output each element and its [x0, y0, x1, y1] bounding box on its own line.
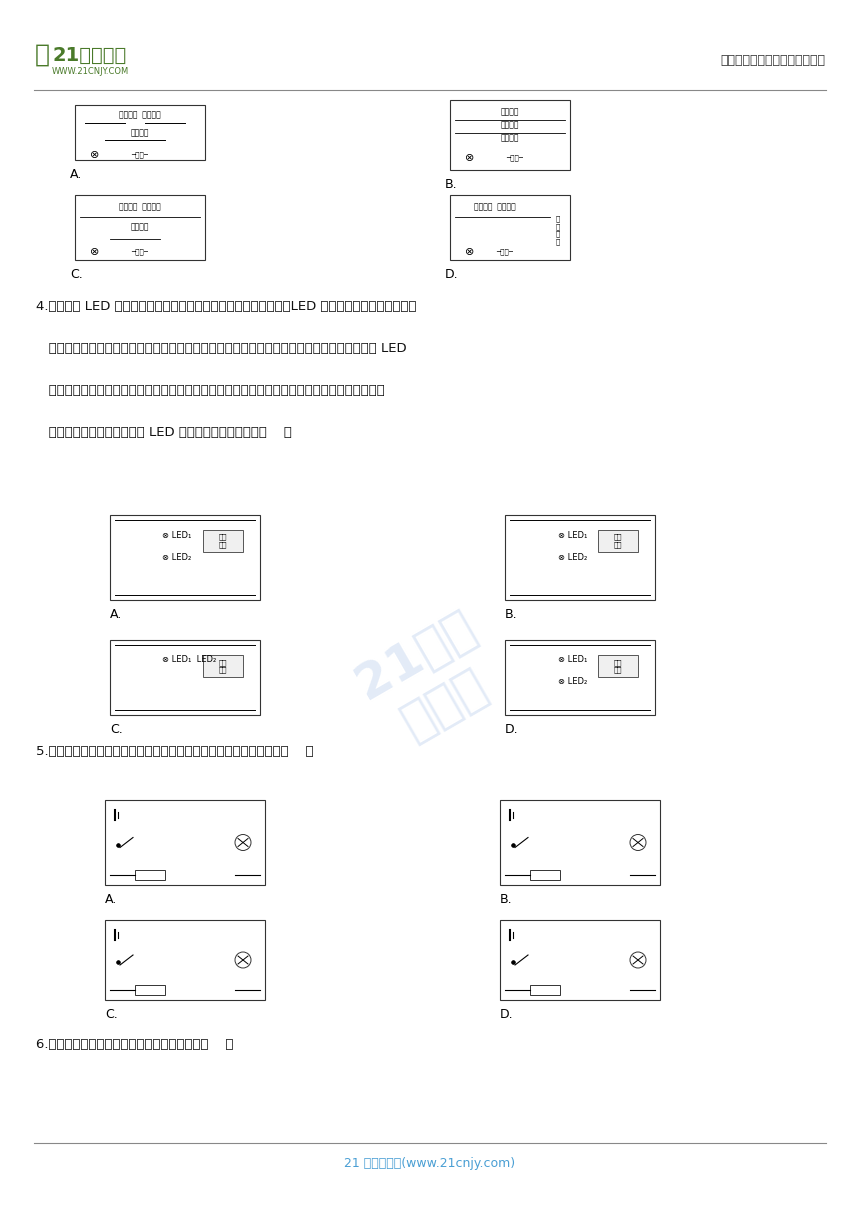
- Bar: [135, 985, 165, 995]
- Text: ⊗: ⊗: [465, 247, 475, 257]
- Bar: [105, 921, 265, 1000]
- Text: 触摸
开关: 触摸 开关: [614, 659, 623, 674]
- Text: ⊗ LED₁: ⊗ LED₁: [557, 655, 587, 664]
- Text: ⊗ LED₁  LED₂: ⊗ LED₁ LED₂: [163, 655, 217, 664]
- Text: 手动开关: 手动开关: [501, 134, 519, 142]
- Text: ⊗ LED₁: ⊗ LED₁: [163, 530, 192, 540]
- Bar: [500, 800, 660, 885]
- Bar: [75, 105, 205, 161]
- Text: C.: C.: [105, 1008, 118, 1021]
- Bar: [450, 195, 570, 260]
- Text: C.: C.: [110, 724, 123, 736]
- Bar: [105, 800, 265, 885]
- Text: A.: A.: [110, 608, 122, 621]
- Text: A.: A.: [105, 893, 117, 906]
- Bar: [500, 921, 660, 1000]
- Circle shape: [235, 834, 251, 850]
- Text: ⊗ LED₂: ⊗ LED₂: [163, 552, 192, 562]
- Bar: [110, 516, 260, 599]
- Text: ─电源─: ─电源─: [496, 249, 513, 255]
- Text: D.: D.: [505, 724, 519, 736]
- Text: C.: C.: [70, 268, 83, 281]
- Text: ─电源─: ─电源─: [507, 154, 524, 162]
- Text: 光控开关: 光控开关: [131, 223, 150, 231]
- Circle shape: [630, 952, 646, 968]
- Text: B.: B.: [500, 893, 513, 906]
- Text: D.: D.: [500, 1008, 513, 1021]
- Text: B.: B.: [445, 178, 458, 191]
- Bar: [75, 195, 205, 260]
- Text: 触摸
开关: 触摸 开关: [218, 659, 227, 674]
- Text: 21 世纪教育网(www.21cnjy.com): 21 世纪教育网(www.21cnjy.com): [345, 1156, 515, 1170]
- Text: B.: B.: [505, 608, 518, 621]
- Text: 21世纪
教育网: 21世纪 教育网: [348, 603, 512, 758]
- Text: ⊗ LED₁: ⊗ LED₁: [557, 530, 587, 540]
- Bar: [598, 655, 638, 677]
- Text: 触摸
开关: 触摸 开关: [614, 534, 623, 548]
- Bar: [135, 869, 165, 880]
- Text: ⊗ LED₂: ⊗ LED₂: [557, 552, 587, 562]
- Text: ⊗ LED₂: ⊗ LED₂: [557, 677, 587, 687]
- Bar: [203, 530, 243, 552]
- Circle shape: [235, 952, 251, 968]
- Bar: [505, 516, 655, 599]
- Text: ─电源─: ─电源─: [132, 152, 149, 158]
- Text: 手动开关  声控开关: 手动开关 声控开关: [474, 203, 516, 212]
- Text: ⊗: ⊗: [90, 150, 100, 161]
- Text: ⊗: ⊗: [465, 153, 475, 163]
- Bar: [530, 869, 560, 880]
- Bar: [450, 100, 570, 170]
- Text: 21世纪教育: 21世纪教育: [52, 45, 127, 64]
- Text: D.: D.: [445, 268, 458, 281]
- Text: ─电源─: ─电源─: [132, 249, 149, 255]
- Text: 光控开关  声控开关: 光控开关 声控开关: [120, 111, 161, 119]
- Text: A.: A.: [70, 168, 83, 181]
- Bar: [598, 530, 638, 552]
- Text: 4.可调光的 LED 台灯，因其频闪小，有利于保护视力而深受欢迎。LED 台灯无法通过改变电路中的

   电阻来调光，可通过改变触碰触摸开关的次数来控制灯的开: 4.可调光的 LED 台灯，因其频闪小，有利于保护视力而深受欢迎。LED 台灯无…: [36, 300, 416, 439]
- Text: 手动开关: 手动开关: [131, 129, 150, 137]
- Text: 🏃: 🏃: [34, 43, 50, 67]
- Text: 6.如图所示，关于家用插座说法中，正确的是（    ）: 6.如图所示，关于家用插座说法中，正确的是（ ）: [36, 1038, 234, 1051]
- Text: 光
控
开
关: 光 控 开 关: [556, 215, 560, 244]
- Bar: [505, 640, 655, 715]
- Text: ⊗: ⊗: [90, 247, 100, 257]
- Text: 触摸
开关: 触摸 开关: [218, 534, 227, 548]
- Text: 5.以下是某同学设计的四种调光灯电路。其中不能达到调光目的的是（    ）: 5.以下是某同学设计的四种调光灯电路。其中不能达到调光目的的是（ ）: [36, 745, 314, 758]
- Bar: [110, 640, 260, 715]
- Circle shape: [630, 834, 646, 850]
- Text: 光控开关: 光控开关: [501, 107, 519, 117]
- Bar: [530, 985, 560, 995]
- Bar: [203, 655, 243, 677]
- Text: 中小学教育资源及组卷应用平台: 中小学教育资源及组卷应用平台: [720, 54, 825, 67]
- Text: 手动开关  声控开关: 手动开关 声控开关: [120, 203, 161, 212]
- Text: 声控开关: 声控开关: [501, 120, 519, 129]
- Text: WWW.21CNJY.COM: WWW.21CNJY.COM: [52, 68, 129, 77]
